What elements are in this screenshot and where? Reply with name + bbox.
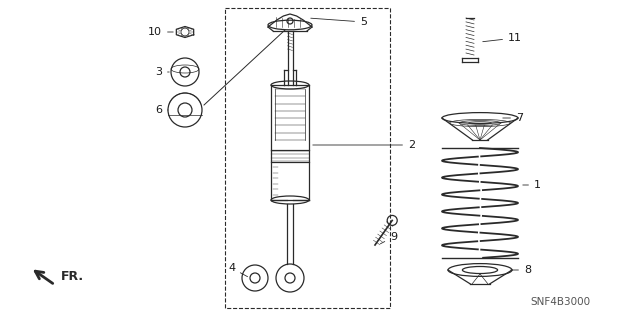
Text: 5: 5 bbox=[311, 17, 367, 27]
Text: FR.: FR. bbox=[61, 270, 84, 283]
Text: 9: 9 bbox=[380, 232, 397, 244]
Text: 3: 3 bbox=[155, 67, 169, 77]
Text: 1: 1 bbox=[523, 180, 541, 190]
Text: 7: 7 bbox=[503, 113, 523, 123]
Text: 2: 2 bbox=[313, 140, 415, 150]
Text: SNF4B3000: SNF4B3000 bbox=[530, 297, 590, 307]
Text: 4: 4 bbox=[228, 263, 248, 277]
Text: 10: 10 bbox=[148, 27, 173, 37]
Text: 6: 6 bbox=[155, 105, 168, 115]
Text: 8: 8 bbox=[511, 265, 531, 275]
Bar bbox=[225, 8, 390, 308]
Text: 11: 11 bbox=[483, 33, 522, 43]
